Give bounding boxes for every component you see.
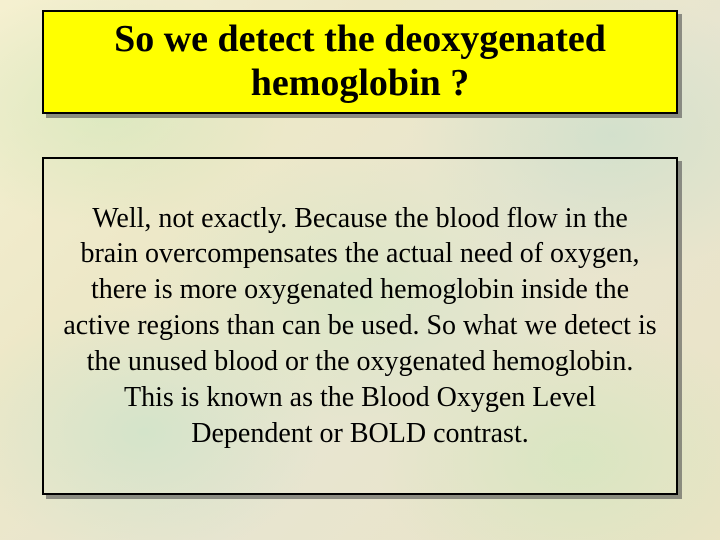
slide-body: Well, not exactly. Because the blood flo… <box>62 201 658 452</box>
slide-title: So we detect the deoxygenated hemoglobin… <box>44 14 676 109</box>
body-box: Well, not exactly. Because the blood flo… <box>42 157 678 495</box>
title-box: So we detect the deoxygenated hemoglobin… <box>42 10 678 114</box>
